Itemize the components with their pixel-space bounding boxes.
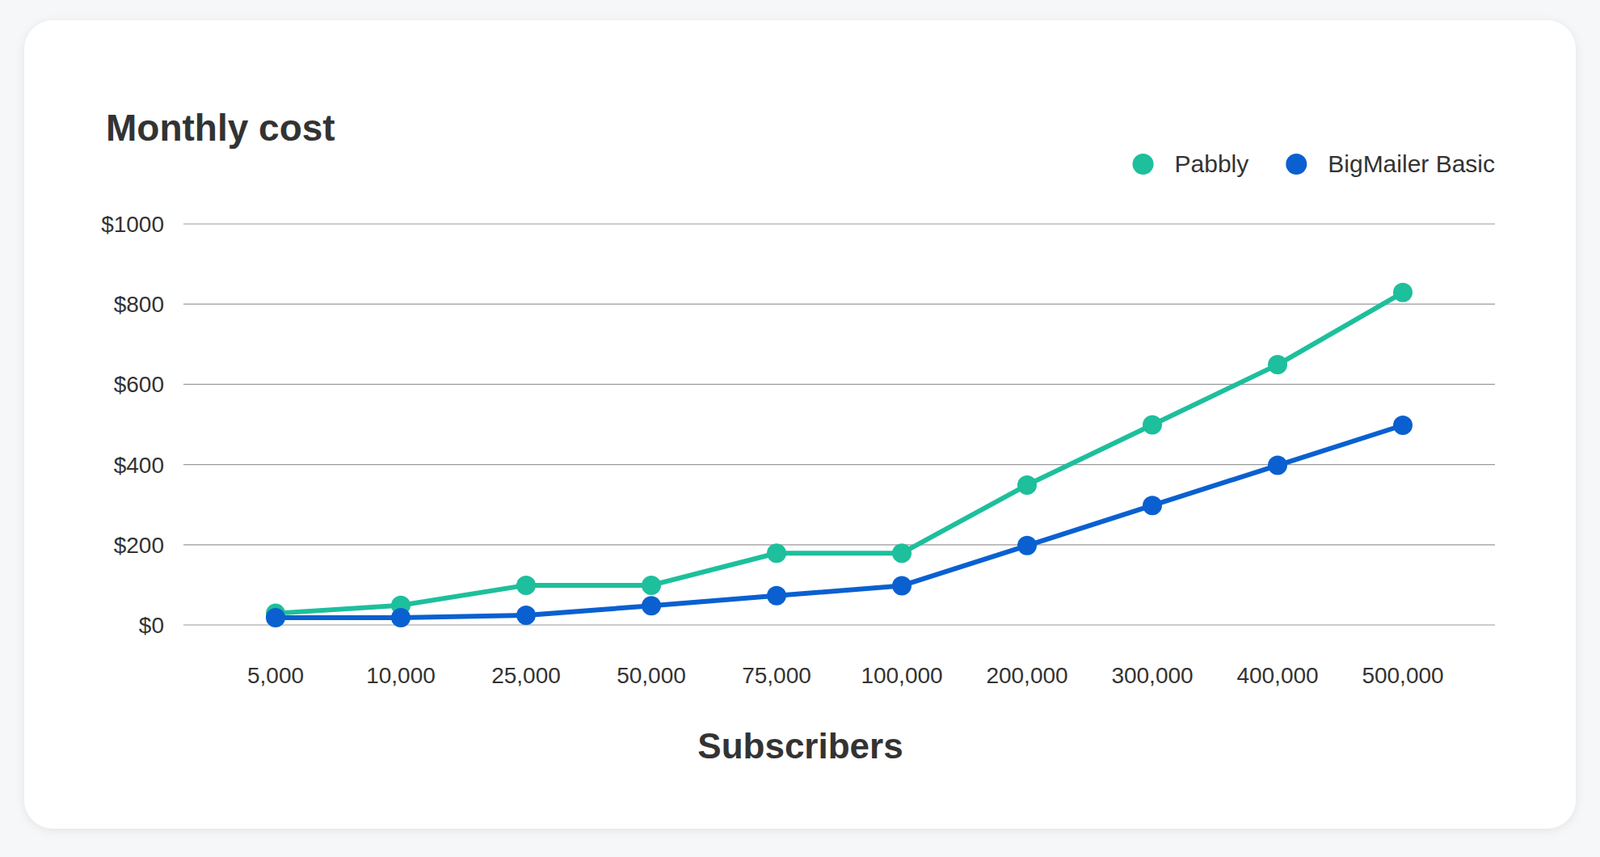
x-tick-label: 5,000	[247, 662, 304, 688]
x-tick-label: 10,000	[366, 662, 436, 688]
series-marker	[1017, 535, 1037, 556]
x-tick-label: 75,000	[741, 662, 812, 688]
y-tick-label: $400	[113, 452, 165, 478]
chart-title: Monthly cost	[105, 106, 336, 149]
grid-line	[183, 223, 1495, 224]
series-marker	[1393, 415, 1413, 435]
y-tick-label: $200	[113, 532, 165, 558]
legend: Pabbly BigMailer Basic	[1132, 150, 1495, 177]
series-marker	[1017, 475, 1037, 495]
series-marker	[516, 575, 536, 595]
series-marker	[766, 585, 787, 606]
series-marker	[641, 595, 662, 615]
x-tick-label: 200,000	[985, 662, 1068, 688]
series-marker	[766, 543, 787, 563]
grid-line	[183, 303, 1495, 305]
series-line	[275, 292, 1403, 614]
grid-line	[183, 543, 1495, 545]
grid	[183, 223, 1495, 625]
x-tick-label: 100,000	[860, 662, 943, 688]
series	[265, 282, 1413, 624]
x-tick-label: 400,000	[1236, 662, 1318, 688]
x-tick-label: 500,000	[1361, 662, 1444, 688]
legend-swatch	[1285, 153, 1307, 175]
grid-line	[183, 383, 1495, 385]
y-tick-label: $0	[138, 612, 165, 638]
series-marker	[516, 605, 536, 625]
legend-item: Pabbly	[1132, 150, 1250, 177]
card	[24, 20, 1576, 829]
series-marker	[391, 607, 411, 628]
series-marker	[892, 575, 912, 595]
grid-line	[183, 623, 1495, 625]
grid-line	[183, 463, 1495, 465]
y-tick-label: $800	[113, 291, 165, 317]
plot-area	[265, 282, 1413, 628]
x-tick-label: 300,000	[1111, 662, 1193, 688]
legend-label: Pabbly	[1174, 150, 1250, 177]
series-marker	[641, 575, 662, 595]
x-tick-label: 25,000	[491, 662, 561, 688]
legend-swatch	[1132, 153, 1154, 175]
chart-root: Monthly cost $0 $200 $400 $600 $800 $1000 5,000…	[0, 0, 1600, 857]
series-marker	[892, 543, 912, 563]
x-tick-label: 50,000	[616, 662, 687, 688]
series-line	[275, 425, 1403, 618]
x-axis-label: Subscribers	[697, 725, 903, 766]
y-tick-label: $600	[113, 371, 165, 397]
series-marker	[1267, 455, 1288, 476]
series-marker	[1393, 282, 1413, 303]
legend-item: BigMailer Basic	[1285, 150, 1495, 177]
series	[265, 415, 1413, 628]
chart-svg: Monthly cost $0 $200 $400 $600 $800 $1000 5,000…	[0, 0, 1600, 857]
series-marker	[265, 607, 286, 628]
series-marker	[1267, 354, 1288, 375]
y-tick-label: $1000	[101, 211, 165, 237]
legend-label: BigMailer Basic	[1327, 150, 1495, 177]
series-marker	[1142, 414, 1163, 434]
series-marker	[1142, 495, 1163, 515]
